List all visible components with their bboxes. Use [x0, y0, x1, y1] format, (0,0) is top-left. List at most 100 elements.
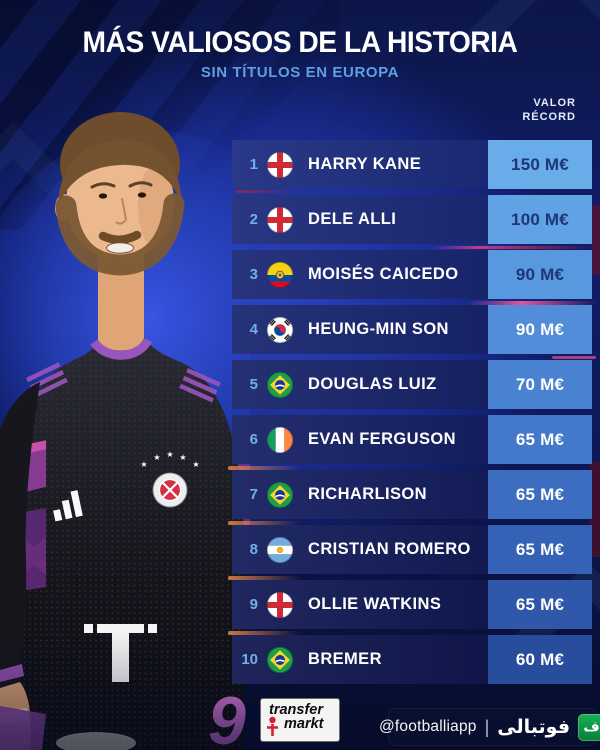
table-row: 10 BREMER 60 M€	[232, 635, 592, 684]
player-name: HARRY KANE	[308, 155, 422, 173]
svg-text:★: ★	[140, 460, 147, 469]
market-value: 70 M€	[488, 360, 592, 409]
flag-south-korea-icon	[267, 316, 293, 343]
flag-england-icon	[267, 151, 293, 178]
market-value: 60 M€	[488, 635, 592, 684]
market-value: 65 M€	[488, 580, 592, 629]
market-value: 150 M€	[488, 140, 592, 189]
player-name: OLLIE WATKINS	[308, 595, 442, 613]
rank-number: 9	[249, 596, 258, 613]
footballi-logo-icon: ف	[578, 713, 600, 741]
rank-number: 5	[249, 376, 258, 393]
flag-england-icon	[267, 206, 293, 233]
page-title: MÁS VALIOSOS DE LA HISTORIA	[82, 26, 518, 59]
moustache	[98, 230, 142, 244]
hair-front	[58, 140, 182, 206]
bayern-crest-icon: ★ ★ ★ ★ ★	[140, 450, 200, 508]
table-row: 4 HEUNG-MIN SON 90 M€	[232, 305, 592, 354]
player-name: RICHARLISON	[308, 485, 427, 503]
glitch-line	[552, 356, 596, 359]
credit-badge: @footballiapp | فوتبالی ف	[379, 708, 600, 746]
svg-text:★: ★	[166, 450, 173, 459]
smile	[106, 242, 134, 254]
credit-divider: |	[484, 716, 490, 737]
player-cell: 4 HEUNG-MIN SON	[232, 305, 488, 354]
rank-number: 7	[249, 486, 258, 503]
page-subtitle: SIN TÍTULOS EN EUROPA	[200, 64, 400, 81]
market-value: 65 M€	[488, 525, 592, 574]
player-cell: 2 DELE ALLI	[232, 195, 488, 244]
rank-number: 6	[249, 431, 258, 448]
market-value: 90 M€	[488, 250, 592, 299]
background-red-shape	[591, 205, 600, 275]
flag-ireland-icon	[267, 426, 293, 453]
glitch-line	[430, 246, 592, 249]
table-row: 7 RICHARLISON 65 M€	[232, 470, 592, 519]
adidas-shoulder-stripes	[179, 368, 221, 403]
player-cell: 10 BREMER	[232, 635, 488, 684]
player-cell: 1 HARRY KANE	[232, 140, 488, 189]
flag-argentina-icon	[267, 536, 293, 563]
neck	[98, 250, 144, 351]
table-row: 3 MOISÉS CAICEDO 90 M€	[232, 250, 592, 299]
player-name: MOISÉS CAICEDO	[308, 265, 459, 283]
rank-number: 8	[249, 541, 258, 558]
flag-england-icon	[267, 591, 293, 618]
player-cell: 9 OLLIE WATKINS	[232, 580, 488, 629]
flag-brazil-icon	[267, 481, 293, 508]
svg-text:★: ★	[153, 453, 160, 462]
glitch-line	[228, 521, 300, 525]
player-face	[55, 140, 185, 276]
rank-number: 2	[249, 211, 258, 228]
glitch-line	[228, 631, 300, 635]
flag-brazil-icon	[267, 371, 293, 398]
player-cell: 5 DOUGLAS LUIZ	[232, 360, 488, 409]
table-row: 5 DOUGLAS LUIZ 70 M€	[232, 360, 592, 409]
glitch-line	[468, 301, 598, 305]
player-cell: 3 MOISÉS CAICEDO	[232, 250, 488, 299]
adidas-logo-icon	[53, 490, 83, 522]
value-column-header: VALOR RÉCORD	[522, 96, 576, 124]
rank-number: 3	[249, 266, 258, 283]
player-name: EVAN FERGUSON	[308, 430, 456, 448]
table-row: 2 DELE ALLI 100 M€	[232, 195, 592, 244]
svg-text:★: ★	[179, 453, 186, 462]
flag-ecuador-icon	[267, 261, 293, 288]
credit-handle: @footballiapp	[378, 718, 477, 735]
rank-number: 10	[241, 651, 258, 668]
player-name: HEUNG-MIN SON	[308, 320, 449, 338]
player-cell: 7 RICHARLISON	[232, 470, 488, 519]
player-name: DOUGLAS LUIZ	[308, 375, 437, 393]
value-header-line1: VALOR	[533, 97, 576, 109]
transfermarkt-logo: transfer markt	[260, 698, 340, 742]
rank-number: 1	[249, 156, 258, 173]
background-red-shape	[589, 462, 600, 557]
player-cell: 6 EVAN FERGUSON	[232, 415, 488, 464]
transfermarkt-figure-icon	[267, 716, 278, 736]
player-name: BREMER	[308, 650, 382, 668]
rank-number: 4	[249, 321, 258, 338]
market-value: 100 M€	[488, 195, 592, 244]
glitch-line	[228, 576, 300, 580]
player-cell: 8 CRISTIAN ROMERO	[232, 525, 488, 574]
value-header-line2: RÉCORD	[522, 111, 576, 123]
market-value: 65 M€	[488, 415, 592, 464]
glitch-line	[228, 466, 300, 470]
transfermarkt-line1: transfer	[269, 702, 323, 718]
transfermarkt-line2: markt	[284, 716, 324, 732]
svg-text:★: ★	[192, 460, 199, 469]
player-name: CRISTIAN ROMERO	[308, 540, 471, 558]
glitch-line	[236, 190, 296, 193]
table-row: 9 OLLIE WATKINS 65 M€	[232, 580, 592, 629]
table-row: 1 HARRY KANE 150 M€	[232, 140, 592, 189]
table-row: 8 CRISTIAN ROMERO 65 M€	[232, 525, 592, 574]
flag-brazil-icon	[267, 646, 293, 673]
market-value: 65 M€	[488, 470, 592, 519]
market-value: 90 M€	[488, 305, 592, 354]
credit-brand-name: فوتبالی	[497, 716, 571, 738]
ranking-table: 1 HARRY KANE 150 M€ 2 DELE ALLI 100 M€ 3…	[232, 140, 592, 684]
beard	[55, 193, 185, 276]
table-row: 6 EVAN FERGUSON 65 M€	[232, 415, 592, 464]
jersey-collar	[90, 337, 153, 360]
